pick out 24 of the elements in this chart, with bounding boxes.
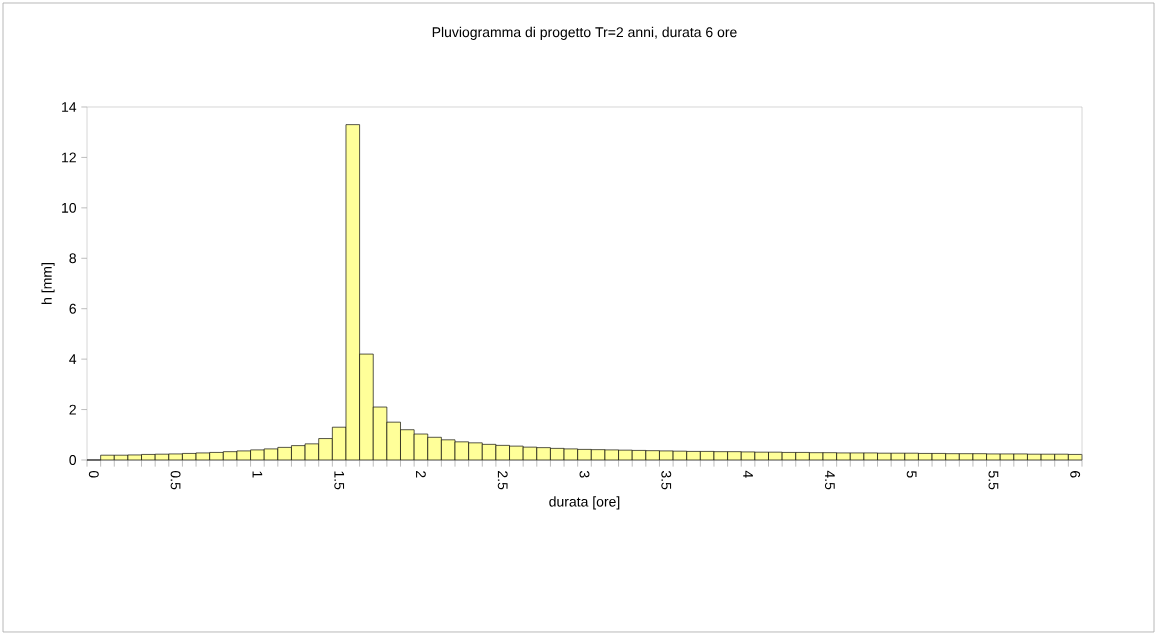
- x-tick-label: 0: [88, 470, 99, 478]
- x-tick-label: 4.5: [824, 470, 835, 490]
- x-tick-label: 1.5: [334, 471, 345, 490]
- y-tick-label: 6: [69, 303, 76, 314]
- x-tick-label: 0.5: [170, 470, 181, 490]
- x-tick-label: 2.5: [497, 471, 508, 490]
- x-tick-label: 5: [906, 470, 917, 478]
- x-tick-label: 1: [252, 471, 263, 478]
- x-axis-title: durata [ore]: [549, 496, 620, 510]
- y-axis-title: h [mm]: [41, 263, 55, 304]
- y-tick-label: 14: [62, 102, 77, 112]
- y-tick-label: 4: [69, 354, 77, 364]
- x-tick-label: 6: [1070, 471, 1081, 478]
- x-tick-label: 3.5: [661, 470, 672, 490]
- y-tick-label: 8: [69, 253, 76, 264]
- x-tick-label: 2: [416, 471, 426, 478]
- y-tick-label: 10: [62, 202, 77, 213]
- chart-title: Pluviogramma di progetto Tr=2 anni, durata 6 ore: [432, 26, 737, 40]
- y-tick-label: 0: [69, 455, 77, 465]
- x-tick-label: 4: [743, 470, 753, 478]
- y-tick-label: 12: [62, 152, 76, 163]
- x-tick-label: 5.5: [988, 470, 999, 490]
- y-tick-label: 2: [69, 404, 76, 415]
- x-tick-label: 3: [579, 470, 590, 478]
